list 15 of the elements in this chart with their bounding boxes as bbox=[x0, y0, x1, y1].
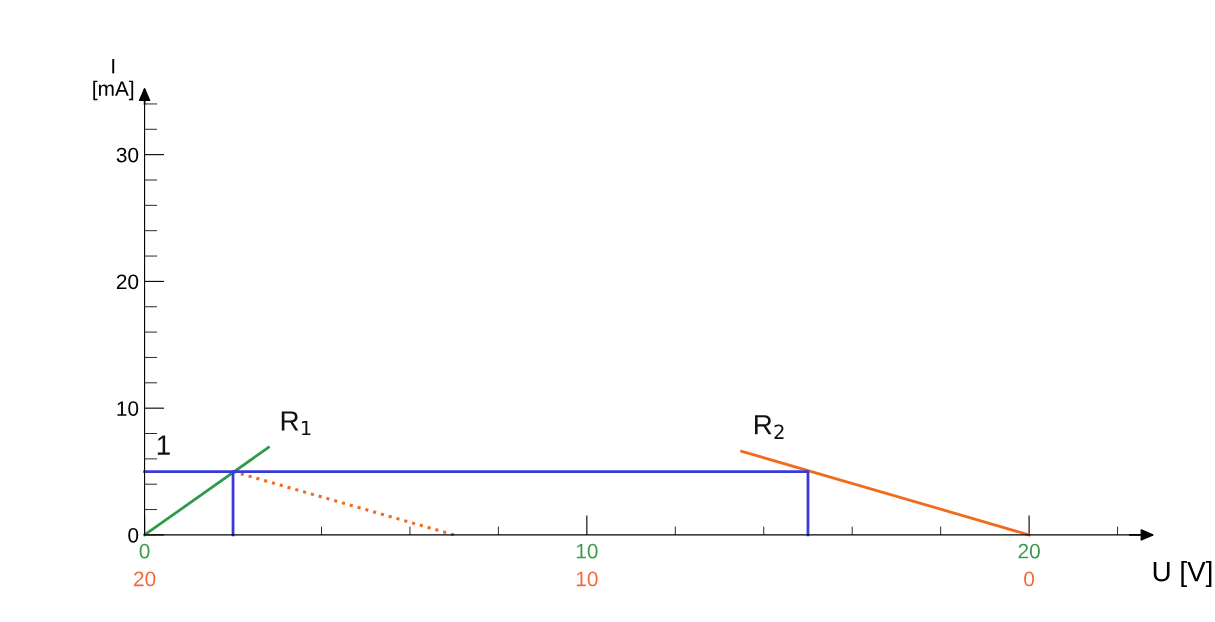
x2-tick-label: 10 bbox=[576, 571, 598, 587]
y-tick-label: 10 bbox=[117, 401, 139, 416]
series-label: R$_{1}$ bbox=[281, 411, 311, 436]
x-tick-label: 0 bbox=[139, 543, 150, 559]
y-tick-label: 30 bbox=[116, 147, 139, 163]
x2-tick-label: 0 bbox=[1024, 571, 1035, 587]
x2-tick-label: 20 bbox=[134, 571, 156, 587]
y-tick-label: 0 bbox=[128, 527, 139, 543]
x-axis-title: U [V] bbox=[1153, 561, 1212, 587]
x-tick-label: 20 bbox=[1018, 543, 1040, 559]
y-axis-title: I [mA] bbox=[93, 59, 134, 101]
series-label: R$_{2}$ bbox=[755, 415, 784, 439]
y-tick-label: 20 bbox=[116, 274, 139, 290]
x-tick-label: 10 bbox=[576, 543, 598, 559]
series-label: 1 bbox=[157, 435, 170, 455]
